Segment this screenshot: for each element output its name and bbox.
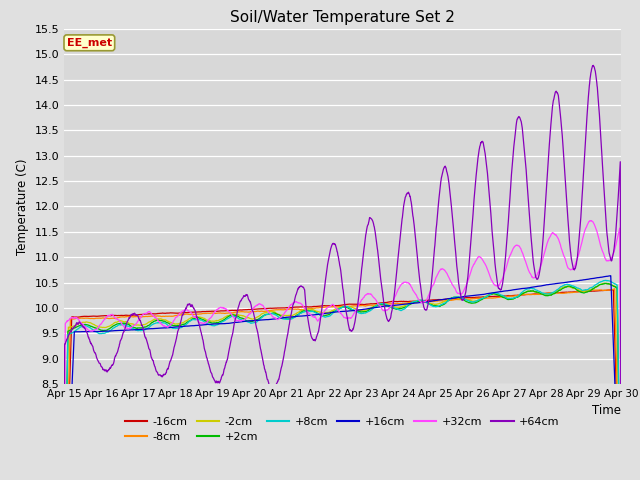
Text: EE_met: EE_met <box>67 37 112 48</box>
-8cm <box>504 293 512 299</box>
+64cm <box>371 226 378 231</box>
Line: +2cm: +2cm <box>64 283 621 480</box>
Line: -8cm: -8cm <box>64 289 621 480</box>
-16cm <box>504 293 512 299</box>
+16cm <box>504 288 512 293</box>
Line: -16cm: -16cm <box>64 290 621 480</box>
+8cm <box>216 321 223 326</box>
+32cm <box>583 223 591 228</box>
-2cm <box>568 285 575 290</box>
-2cm <box>504 296 512 301</box>
X-axis label: Time: Time <box>592 405 621 418</box>
Line: +16cm: +16cm <box>64 276 621 480</box>
+8cm <box>504 295 512 301</box>
+8cm <box>371 304 378 310</box>
-2cm <box>216 317 223 323</box>
-16cm <box>371 301 378 307</box>
+32cm <box>216 305 223 311</box>
-16cm <box>568 289 575 295</box>
-8cm <box>358 302 366 308</box>
+8cm <box>602 277 610 283</box>
+8cm <box>568 283 575 288</box>
-2cm <box>583 288 591 294</box>
+64cm <box>504 222 512 228</box>
+16cm <box>358 307 366 312</box>
-16cm <box>583 288 591 294</box>
Line: +32cm: +32cm <box>64 221 621 480</box>
+2cm <box>601 280 609 286</box>
-2cm <box>371 303 378 309</box>
+64cm <box>583 113 591 119</box>
+16cm <box>216 321 223 326</box>
Line: +8cm: +8cm <box>64 280 621 480</box>
+16cm <box>607 273 614 278</box>
+32cm <box>371 296 378 301</box>
+8cm <box>583 287 591 293</box>
+2cm <box>216 319 223 325</box>
-8cm <box>568 289 575 295</box>
+64cm <box>358 260 366 266</box>
Title: Soil/Water Temperature Set 2: Soil/Water Temperature Set 2 <box>230 10 455 25</box>
-2cm <box>603 280 611 286</box>
+2cm <box>504 297 512 302</box>
+64cm <box>216 380 223 386</box>
-16cm <box>216 308 223 314</box>
-2cm <box>358 308 366 313</box>
+32cm <box>587 218 595 224</box>
+32cm <box>617 459 625 465</box>
+2cm <box>568 284 575 290</box>
+8cm <box>358 311 366 316</box>
+16cm <box>371 305 378 311</box>
-8cm <box>216 310 223 316</box>
+64cm <box>617 418 625 423</box>
+32cm <box>568 266 575 272</box>
Y-axis label: Temperature (C): Temperature (C) <box>16 158 29 255</box>
-8cm <box>371 302 378 308</box>
+32cm <box>504 258 512 264</box>
-16cm <box>358 301 366 307</box>
+2cm <box>358 309 366 315</box>
+64cm <box>589 62 597 68</box>
+2cm <box>371 304 378 310</box>
+32cm <box>358 296 366 302</box>
Line: +64cm: +64cm <box>64 65 621 480</box>
+64cm <box>568 257 575 263</box>
Legend: -16cm, -8cm, -2cm, +2cm, +8cm, +16cm, +32cm, +64cm: -16cm, -8cm, -2cm, +2cm, +8cm, +16cm, +3… <box>125 417 559 443</box>
-8cm <box>583 288 591 293</box>
Line: -2cm: -2cm <box>64 283 621 480</box>
+2cm <box>583 289 591 295</box>
+16cm <box>568 278 575 284</box>
-16cm <box>609 287 617 293</box>
+16cm <box>583 276 591 282</box>
-8cm <box>611 286 618 292</box>
